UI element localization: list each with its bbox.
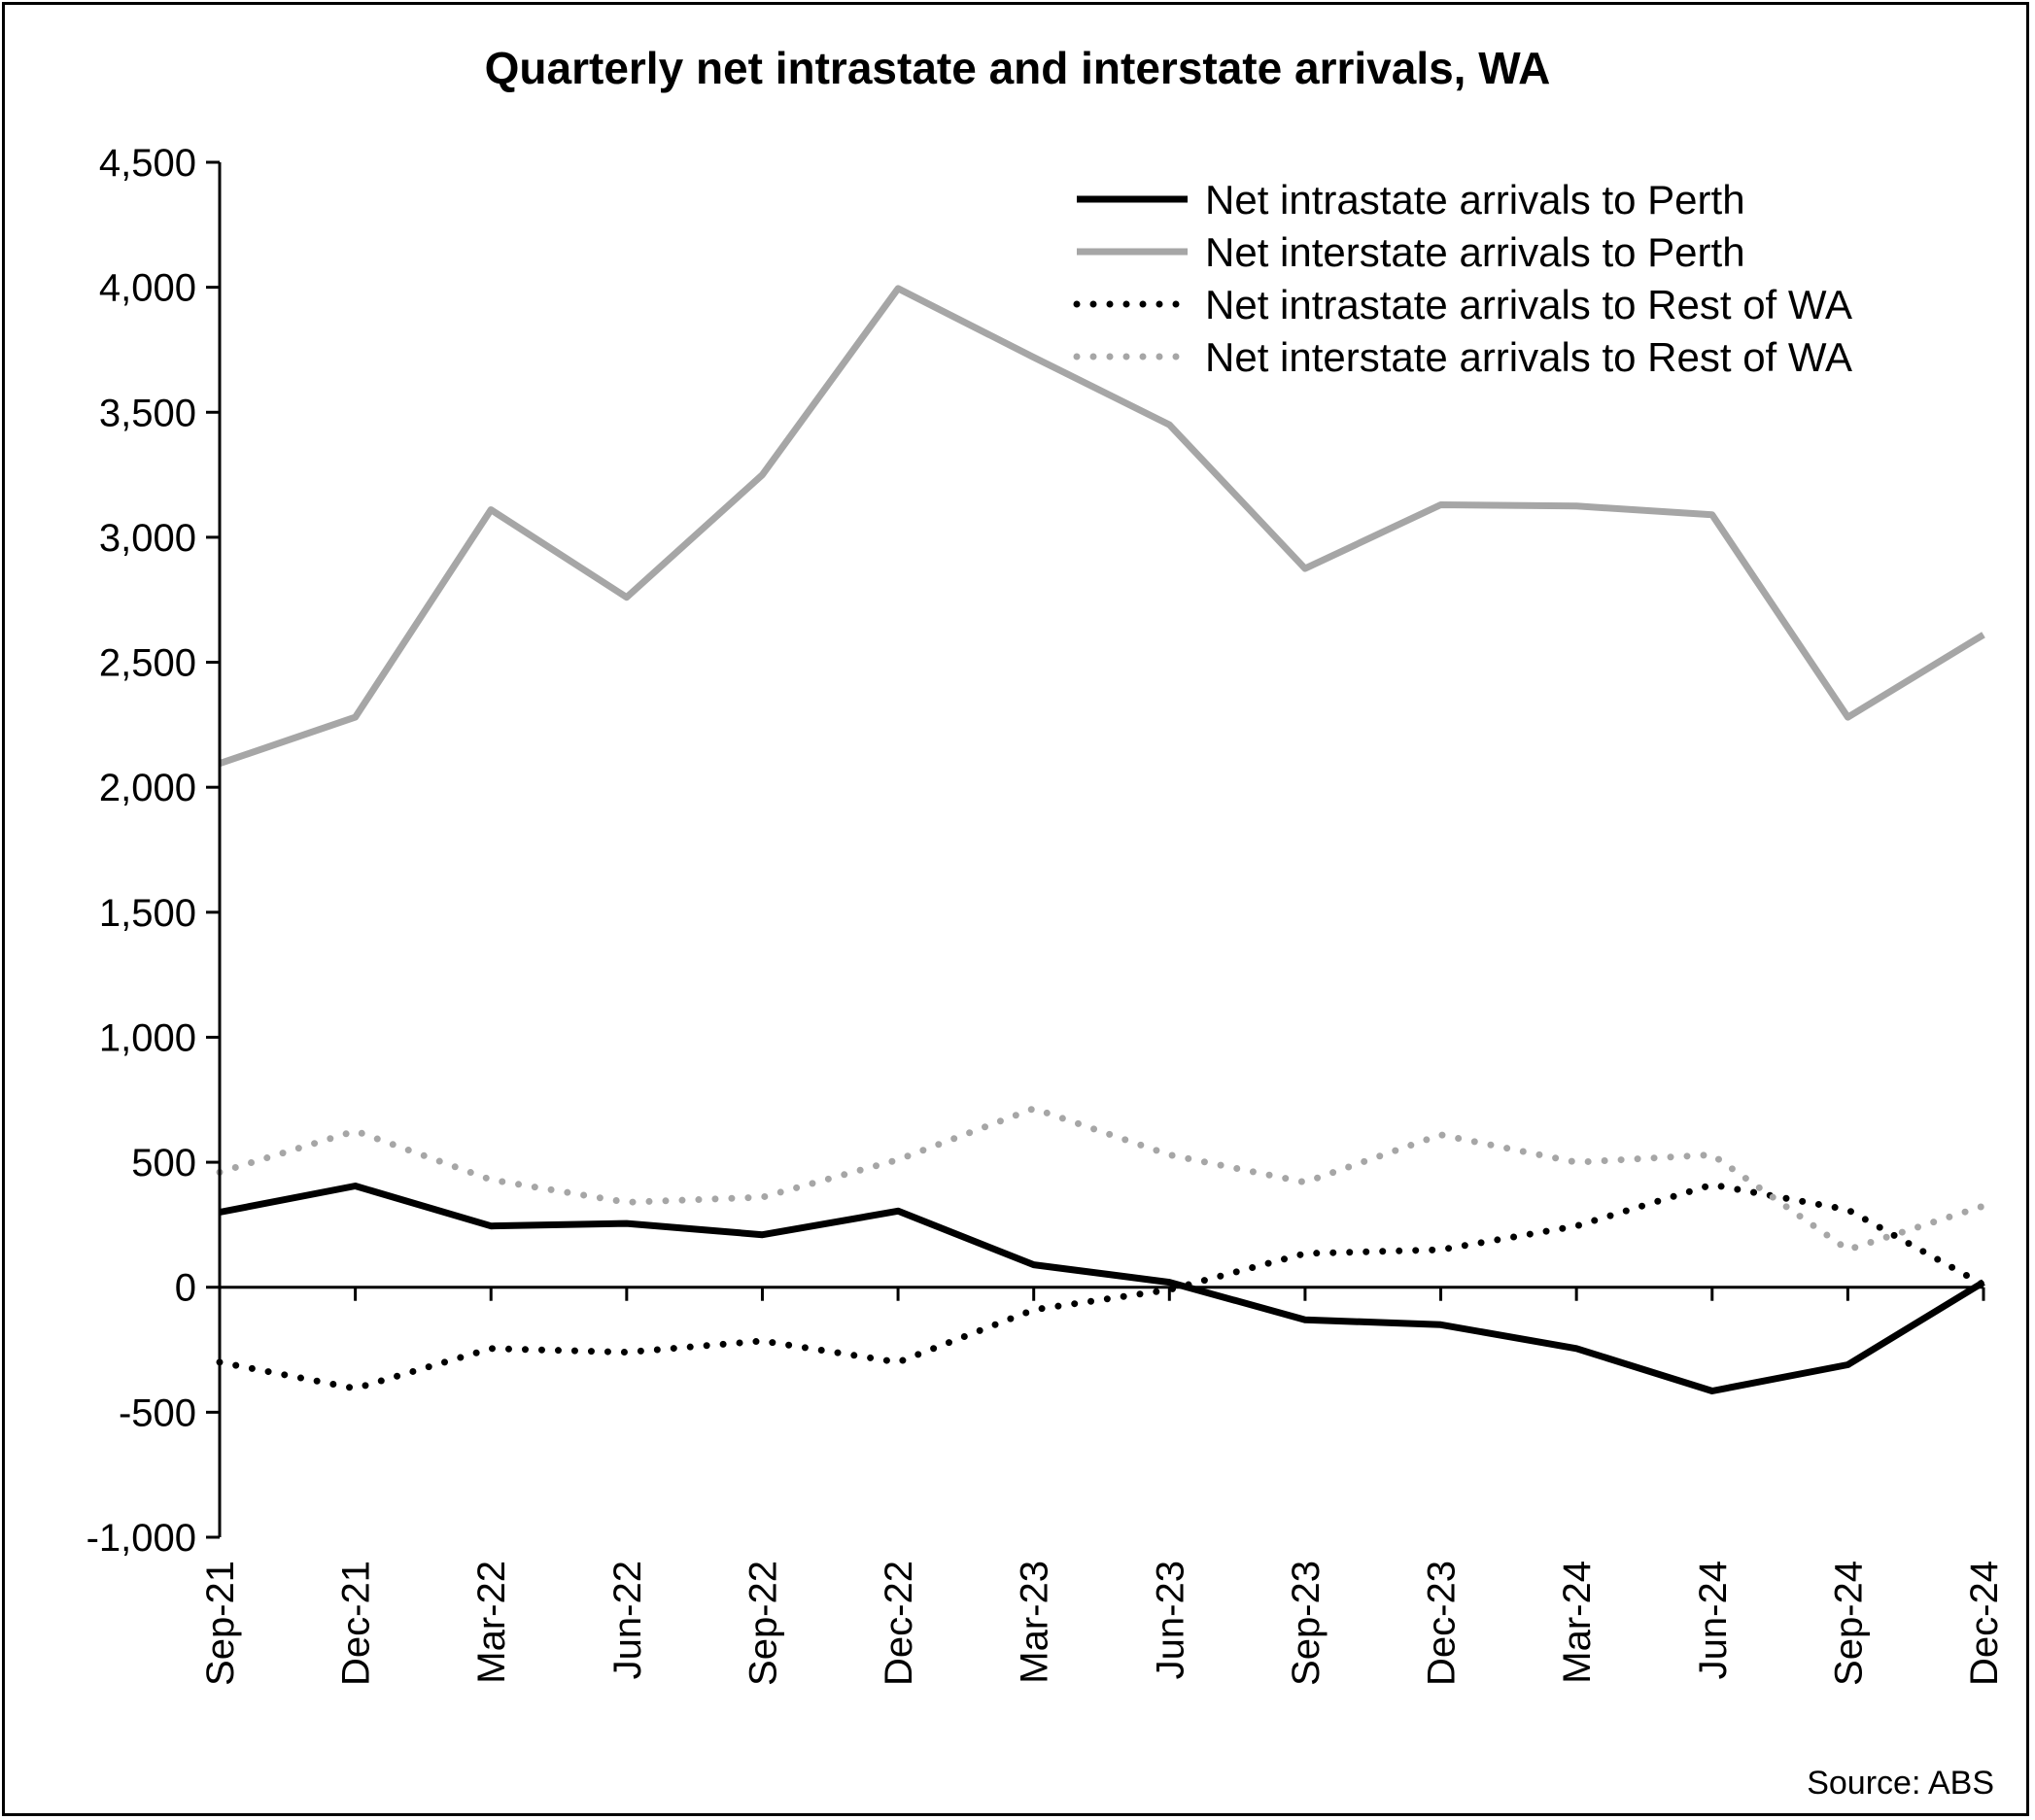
legend: Net intrastate arrivals to Perth Net inte… xyxy=(1073,177,1852,380)
y-tick-label: 3,000 xyxy=(99,517,196,560)
legend-label-2: Net interstate arrivals to Perth xyxy=(1205,229,1745,275)
x-tick-label: Sep-23 xyxy=(1285,1561,1328,1686)
x-tick-label: Mar-24 xyxy=(1556,1561,1599,1684)
y-tick-label: 1,000 xyxy=(99,1016,196,1059)
x-tick-label: Sep-24 xyxy=(1827,1561,1870,1686)
y-tick-label: 1,500 xyxy=(99,892,196,935)
legend-label-3: Net intrastate arrivals to Rest of WA xyxy=(1205,282,1852,327)
y-tick-label: 2,000 xyxy=(99,767,196,809)
x-tick-label: Jun-24 xyxy=(1692,1561,1735,1679)
source-note: Source: ABS xyxy=(1807,1765,1994,1802)
y-tick-label: 500 xyxy=(131,1142,196,1185)
series-line-2 xyxy=(218,285,1985,768)
series-layer xyxy=(216,285,1987,1394)
x-tick-label: Sep-21 xyxy=(199,1561,242,1686)
y-tick-label: -1,000 xyxy=(86,1517,196,1560)
y-tick-label: -500 xyxy=(119,1391,196,1434)
legend-label-4: Net interstate arrivals to Rest of WA xyxy=(1205,334,1852,380)
y-tick-label: 3,500 xyxy=(99,392,196,434)
x-tick-label: Mar-23 xyxy=(1014,1561,1056,1684)
axes-layer: -1,000 -500 0 500 1,000 1,500 2,000 2,500 3,000 3… xyxy=(86,142,2006,1686)
y-tick-label: 4,000 xyxy=(99,267,196,310)
y-tick-label: 2,500 xyxy=(99,642,196,685)
x-tick-label: Dec-24 xyxy=(1963,1561,2006,1686)
legend-label-1: Net intrastate arrivals to Perth xyxy=(1205,177,1745,223)
y-tick-label: 4,500 xyxy=(99,142,196,185)
chart-title: Quarterly net intrastate and interstate … xyxy=(485,43,1551,93)
x-tick-label: Dec-21 xyxy=(335,1561,378,1686)
series-line-4 xyxy=(216,1105,1987,1253)
y-tick-label: 0 xyxy=(175,1267,196,1310)
x-tick-label: Sep-22 xyxy=(742,1561,785,1686)
x-tick-label: Jun-22 xyxy=(606,1561,649,1679)
x-tick-label: Jun-23 xyxy=(1149,1561,1191,1679)
series-line-1 xyxy=(219,1183,1985,1394)
x-tick-label: Mar-22 xyxy=(470,1561,513,1684)
series-line-3 xyxy=(216,1181,1987,1392)
x-tick-label: Dec-23 xyxy=(1421,1561,1464,1686)
x-tick-label: Dec-22 xyxy=(878,1561,920,1686)
